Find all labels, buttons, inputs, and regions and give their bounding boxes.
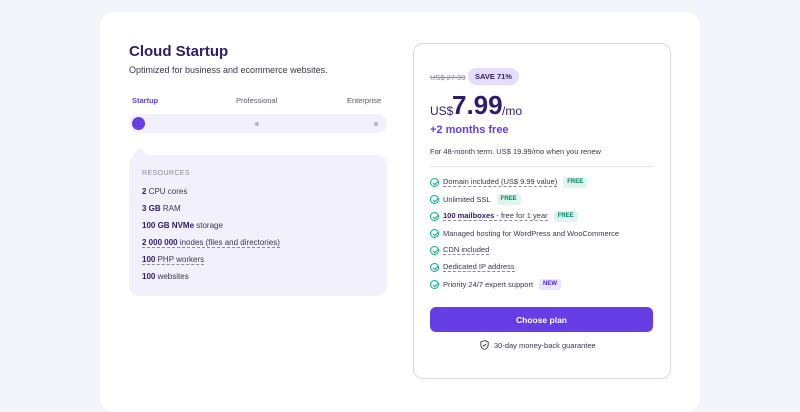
new-badge: NEW: [539, 278, 562, 290]
feature-item: Managed hosting for WordPress and WooCom…: [430, 227, 619, 239]
shield-check-icon: [480, 340, 489, 350]
tier-slider[interactable]: [129, 114, 387, 133]
money-back-guarantee: 30-day money-back guarantee: [480, 340, 596, 350]
resource-row-ram: 3 GB RAM: [142, 204, 181, 213]
feature-item: CDN included: [430, 244, 490, 256]
tier-label-enterprise[interactable]: Enterprise: [347, 96, 382, 105]
price-amount: 7.99: [452, 90, 503, 120]
feature-text[interactable]: Dedicated IP address: [443, 262, 515, 272]
slider-knob[interactable]: [132, 117, 145, 130]
slider-stop-enterprise[interactable]: [374, 122, 378, 126]
check-circle-icon: [430, 194, 439, 204]
feature-item: Priority 24/7 expert support NEW: [430, 278, 562, 290]
resource-row-storage: 100 GB NVMe storage: [142, 221, 223, 230]
resources-pointer: [132, 147, 148, 156]
price-period: /mo: [502, 104, 523, 118]
feature-item: 100 mailboxes - free for 1 year FREE: [430, 210, 578, 222]
check-circle-icon: [430, 279, 439, 289]
resources-heading: RESOURCES: [142, 170, 190, 177]
bonus-months: +2 months free: [430, 124, 509, 136]
guarantee-text: 30-day money-back guarantee: [494, 340, 596, 350]
feature-text: Managed hosting for WordPress and WooCom…: [443, 228, 620, 238]
feature-item: Domain included (US$ 9.99 value) FREE: [430, 176, 588, 188]
feature-item: Dedicated IP address: [430, 261, 515, 273]
tier-label-professional[interactable]: Professional: [236, 96, 278, 105]
plan-subtitle: Optimized for business and ecommerce web…: [129, 65, 328, 75]
resource-row-websites: 100 websites: [142, 272, 189, 281]
divider: [430, 166, 654, 167]
check-circle-icon: [430, 245, 439, 255]
free-badge: FREE: [553, 210, 578, 222]
feature-text: Unlimited SSL: [443, 194, 491, 204]
check-circle-icon: [430, 228, 439, 238]
free-badge: FREE: [496, 193, 521, 205]
choose-plan-button[interactable]: Choose plan: [430, 307, 653, 332]
resource-row-cpu: 2 CPU cores: [142, 187, 188, 196]
save-badge: SAVE 71%: [468, 68, 519, 85]
resource-row-inodes[interactable]: 2 000 000 inodes (files and directories): [142, 238, 280, 248]
feature-item: Unlimited SSL FREE: [430, 193, 521, 205]
old-price: US$ 27.99: [430, 73, 466, 82]
term-note: For 48-month term. US$ 19.99/mo when you…: [430, 147, 601, 156]
price-currency: US$: [430, 104, 454, 118]
free-badge: FREE: [563, 176, 588, 188]
slider-stop-professional[interactable]: [255, 122, 259, 126]
tier-label-startup[interactable]: Startup: [132, 96, 159, 105]
check-circle-icon: [430, 177, 439, 187]
feature-text[interactable]: 100 mailboxes - free for 1 year: [443, 211, 548, 221]
feature-text: Priority 24/7 expert support: [443, 279, 534, 289]
resources-panel: [129, 155, 387, 296]
check-circle-icon: [430, 211, 439, 221]
feature-text[interactable]: Domain included (US$ 9.99 value): [443, 177, 558, 187]
plan-title: Cloud Startup: [129, 43, 229, 60]
feature-text[interactable]: CDN included: [443, 245, 490, 255]
check-circle-icon: [430, 262, 439, 272]
resource-row-php-workers[interactable]: 100 PHP workers: [142, 255, 205, 265]
